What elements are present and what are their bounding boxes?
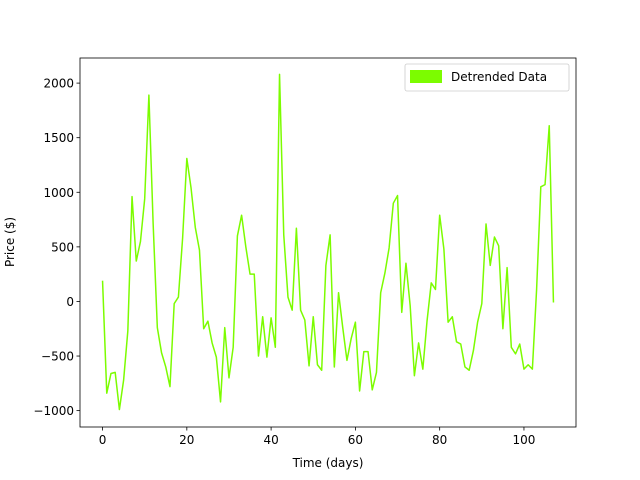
plot-frame (79, 57, 577, 428)
y-tick-label: 0 (66, 295, 74, 309)
x-tick-label: 0 (99, 433, 107, 447)
legend-swatch (410, 70, 442, 83)
x-tick-label: 20 (179, 433, 194, 447)
legend-label: Detrended Data (451, 70, 547, 84)
x-axis-title: Time (days) (292, 456, 364, 470)
y-tick-label: 2000 (43, 77, 74, 91)
x-tick-label: 40 (263, 433, 278, 447)
y-tick-label: 1500 (43, 131, 74, 145)
axis-ticks: 0 20 40 60 80 100 −1000 −500 0 500 1000 1500 2000 (33, 77, 535, 447)
y-axis-title: Price ($) (3, 217, 17, 267)
y-tick-label: −1000 (33, 404, 74, 418)
y-tick-label: −500 (41, 350, 74, 364)
y-tick-label: 1000 (43, 186, 74, 200)
x-tick-label: 80 (432, 433, 447, 447)
legend: Detrended Data (404, 63, 570, 92)
series-line-detrended-data (101, 73, 555, 411)
x-tick-label: 60 (348, 433, 363, 447)
x-tick-label: 100 (513, 433, 536, 447)
legend-frame (404, 63, 570, 92)
y-tick-label: 500 (51, 240, 74, 254)
